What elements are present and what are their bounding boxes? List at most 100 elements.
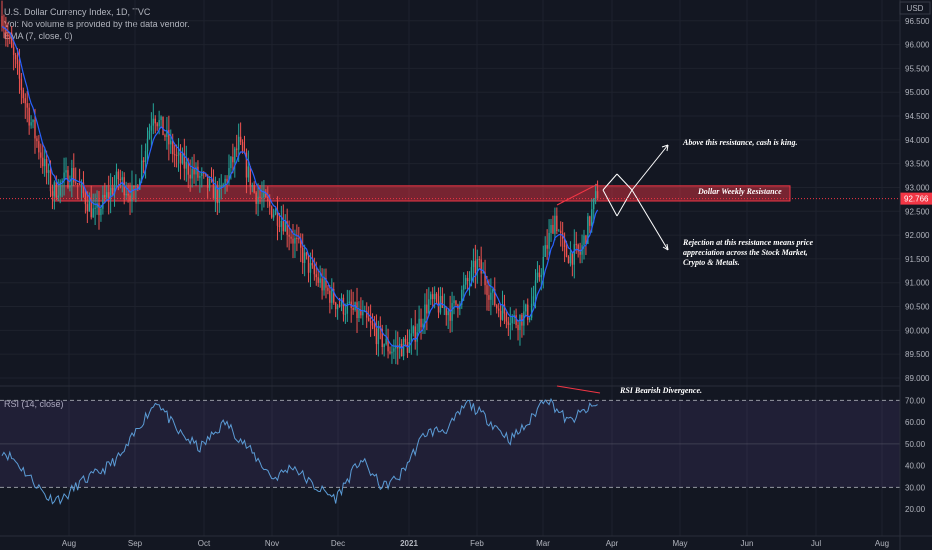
candle-body bbox=[525, 304, 527, 312]
candle-body bbox=[237, 136, 240, 150]
price-tick-label: 96.000 bbox=[905, 41, 930, 50]
candle-body bbox=[146, 138, 149, 152]
rsi-tick-label: 30.00 bbox=[905, 483, 926, 492]
candle-body bbox=[594, 191, 597, 199]
candle-body bbox=[286, 221, 288, 235]
candle-body bbox=[532, 296, 535, 304]
candle-body bbox=[560, 230, 562, 234]
candle-body bbox=[589, 216, 591, 226]
candle-body bbox=[158, 120, 160, 127]
candle-body bbox=[98, 203, 100, 216]
candle-body bbox=[109, 187, 112, 198]
candle-body bbox=[253, 185, 255, 193]
candle-body bbox=[317, 277, 319, 283]
rsi-tick-label: 70.00 bbox=[905, 396, 926, 405]
rsi-axis[interactable]: 70.00 60.00 50.00 40.00 30.00 20.00 bbox=[905, 396, 926, 514]
candle-body bbox=[468, 280, 471, 282]
candle-body bbox=[38, 141, 40, 153]
chart-title-legend[interactable]: U.S. Dollar Currency Index, 1D, TVC bbox=[4, 7, 151, 17]
candle-body bbox=[507, 321, 510, 325]
candle-body bbox=[501, 304, 504, 320]
candle-body bbox=[296, 237, 298, 239]
above-resistance-note: Above this resistance, cash is king. bbox=[682, 138, 797, 147]
candle-body bbox=[137, 186, 139, 190]
candle-body bbox=[42, 157, 44, 167]
candle-body bbox=[261, 197, 263, 199]
price-panel bbox=[1, 0, 791, 365]
diamond-segment bbox=[602, 189, 618, 217]
candle-body bbox=[358, 310, 360, 319]
ema-legend[interactable]: EMA (7, close, 0) bbox=[4, 31, 73, 41]
candle-body bbox=[503, 304, 506, 314]
candle-body bbox=[270, 206, 273, 218]
candle-body bbox=[214, 186, 217, 200]
price-axis[interactable]: 96.500 96.000 95.500 95.000 94.500 94.000 93.5… bbox=[0, 17, 932, 383]
candle-body bbox=[428, 299, 430, 314]
candle-body bbox=[311, 263, 314, 266]
price-divergence-line bbox=[556, 183, 599, 206]
currency-label[interactable]: USD bbox=[907, 4, 924, 13]
candle-body bbox=[393, 348, 395, 352]
candle-body bbox=[546, 245, 548, 249]
candle-body bbox=[100, 208, 102, 216]
candle-body bbox=[156, 123, 158, 127]
candle-body bbox=[212, 179, 215, 200]
candle-body bbox=[144, 151, 147, 162]
candle-body bbox=[519, 314, 521, 331]
candle-body bbox=[69, 185, 71, 188]
candle-body bbox=[274, 210, 277, 215]
candle-body bbox=[443, 307, 446, 309]
time-tick-label: Sep bbox=[128, 539, 143, 548]
rsi-tick-label: 40.00 bbox=[905, 462, 926, 471]
candle-body bbox=[75, 182, 77, 184]
time-tick-label: May bbox=[672, 539, 687, 548]
candle-body bbox=[43, 159, 46, 167]
price-tick-label: 90.000 bbox=[905, 326, 930, 335]
candle-body bbox=[435, 293, 438, 302]
candle-body bbox=[150, 125, 153, 131]
candle-body bbox=[51, 191, 54, 196]
candle-body bbox=[230, 156, 232, 169]
candle-body bbox=[552, 224, 554, 234]
rsi-tick-label: 60.00 bbox=[905, 418, 926, 427]
candle-body bbox=[234, 148, 236, 163]
candle-body bbox=[496, 305, 498, 309]
candle-body bbox=[71, 168, 73, 186]
diamond-segment bbox=[602, 173, 618, 191]
time-tick-label: Oct bbox=[198, 539, 211, 548]
candle-body bbox=[115, 171, 118, 185]
candle-body bbox=[593, 198, 595, 210]
candle-body bbox=[383, 344, 385, 348]
candle-body bbox=[391, 351, 393, 354]
last-price-tag bbox=[900, 192, 932, 205]
candle-body bbox=[129, 195, 131, 202]
candle-body bbox=[239, 136, 242, 142]
candle-body bbox=[189, 174, 191, 179]
candle-body bbox=[536, 272, 539, 281]
candle-body bbox=[408, 341, 411, 353]
candle-body bbox=[573, 244, 575, 265]
candle-body bbox=[86, 204, 89, 212]
candle-body bbox=[563, 238, 566, 247]
candle-body bbox=[596, 191, 599, 199]
rsi-line bbox=[1, 397, 598, 505]
candle-body bbox=[53, 182, 56, 196]
candle-body bbox=[558, 230, 560, 232]
candle-body bbox=[433, 293, 436, 300]
candle-body bbox=[191, 168, 193, 179]
rsi-legend[interactable]: RSI (14, close) bbox=[4, 399, 64, 409]
candle-body bbox=[57, 195, 59, 198]
candle-body bbox=[82, 182, 85, 194]
candle-body bbox=[84, 193, 87, 205]
candle-body bbox=[424, 304, 426, 324]
candle-body bbox=[104, 195, 106, 198]
price-tick-label: 93.500 bbox=[905, 160, 930, 169]
candle-body bbox=[154, 118, 156, 124]
candle-body bbox=[201, 172, 203, 177]
candle-body bbox=[441, 295, 444, 308]
candle-body bbox=[135, 186, 137, 188]
candle-body bbox=[565, 246, 568, 257]
currency-box[interactable] bbox=[899, 1, 931, 15]
